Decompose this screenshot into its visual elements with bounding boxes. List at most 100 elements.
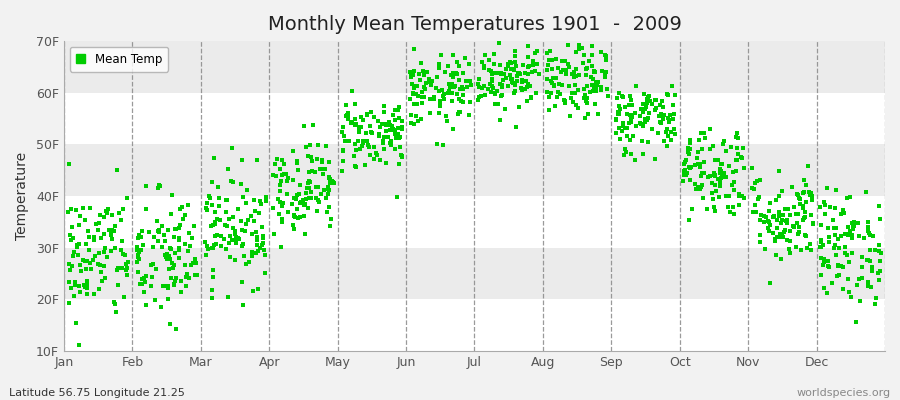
Point <box>167 282 182 288</box>
Point <box>730 144 744 151</box>
Point <box>694 130 708 136</box>
Point <box>225 236 239 243</box>
Point <box>323 176 338 182</box>
Point <box>304 158 319 164</box>
Point <box>322 174 337 181</box>
Point <box>849 319 863 325</box>
Point <box>336 158 350 164</box>
Point <box>349 121 364 127</box>
Point <box>762 222 777 229</box>
Point <box>130 252 145 258</box>
Point <box>540 50 554 56</box>
Point <box>776 212 790 218</box>
Point <box>249 156 264 163</box>
Point <box>354 114 368 120</box>
Point <box>376 140 391 147</box>
Point <box>482 56 496 63</box>
Point <box>363 122 377 129</box>
Point <box>266 205 281 211</box>
Point <box>377 103 392 110</box>
Point <box>320 209 334 215</box>
Point <box>500 61 515 67</box>
Point <box>719 193 733 200</box>
Point <box>257 252 272 258</box>
Point <box>587 84 601 90</box>
Point <box>816 242 831 248</box>
Point <box>635 123 650 129</box>
Point <box>386 111 400 118</box>
Point <box>804 246 818 253</box>
Point <box>372 131 386 137</box>
Point <box>130 258 144 265</box>
Point <box>404 71 419 77</box>
Point <box>366 155 381 162</box>
Point <box>689 154 704 161</box>
Point <box>249 250 264 256</box>
Point <box>662 116 676 123</box>
Point <box>770 197 784 204</box>
Point <box>287 225 302 232</box>
Point <box>276 161 291 168</box>
Point <box>569 72 583 79</box>
Point <box>756 219 770 225</box>
Point <box>520 84 535 91</box>
Point <box>852 233 867 240</box>
Point <box>803 240 817 247</box>
Point <box>842 232 856 238</box>
Point <box>589 83 603 90</box>
Point <box>269 173 284 180</box>
Point <box>693 164 707 170</box>
Point <box>620 133 634 139</box>
Point <box>248 229 263 236</box>
Point <box>463 60 477 67</box>
Point <box>410 93 425 100</box>
Point <box>477 63 491 70</box>
Point <box>406 90 420 96</box>
Point <box>302 179 317 186</box>
Point <box>542 94 556 100</box>
Point <box>158 254 173 260</box>
Point <box>199 252 213 258</box>
Point <box>291 166 305 173</box>
Point <box>176 216 191 222</box>
Point <box>204 223 219 230</box>
Point <box>842 228 857 234</box>
Point <box>150 238 165 244</box>
Point <box>272 211 286 218</box>
Point <box>406 91 420 97</box>
Point <box>759 214 773 220</box>
Point <box>245 249 259 255</box>
Point <box>207 242 221 248</box>
Point <box>499 66 513 72</box>
Point <box>382 119 397 126</box>
Point <box>175 278 189 285</box>
Point <box>761 208 776 214</box>
Point <box>231 205 246 212</box>
Point <box>732 202 746 209</box>
Point <box>242 259 256 265</box>
Point <box>634 121 648 127</box>
Point <box>250 237 265 243</box>
Point <box>868 247 882 253</box>
Point <box>304 188 319 195</box>
Point <box>420 68 435 75</box>
Point <box>770 225 784 231</box>
Point <box>189 260 203 266</box>
Point <box>434 52 448 58</box>
Point <box>788 244 803 250</box>
Point <box>338 102 353 108</box>
Point <box>97 230 112 237</box>
Point <box>577 52 591 58</box>
Point <box>586 88 600 94</box>
Point <box>172 225 186 231</box>
Point <box>831 236 845 242</box>
Point <box>298 231 312 237</box>
Point <box>364 130 379 136</box>
Point <box>677 168 691 174</box>
Point <box>817 202 832 208</box>
Point <box>418 86 432 92</box>
Point <box>473 93 488 99</box>
Point <box>785 184 799 190</box>
Point <box>624 119 638 126</box>
Point <box>322 159 337 166</box>
